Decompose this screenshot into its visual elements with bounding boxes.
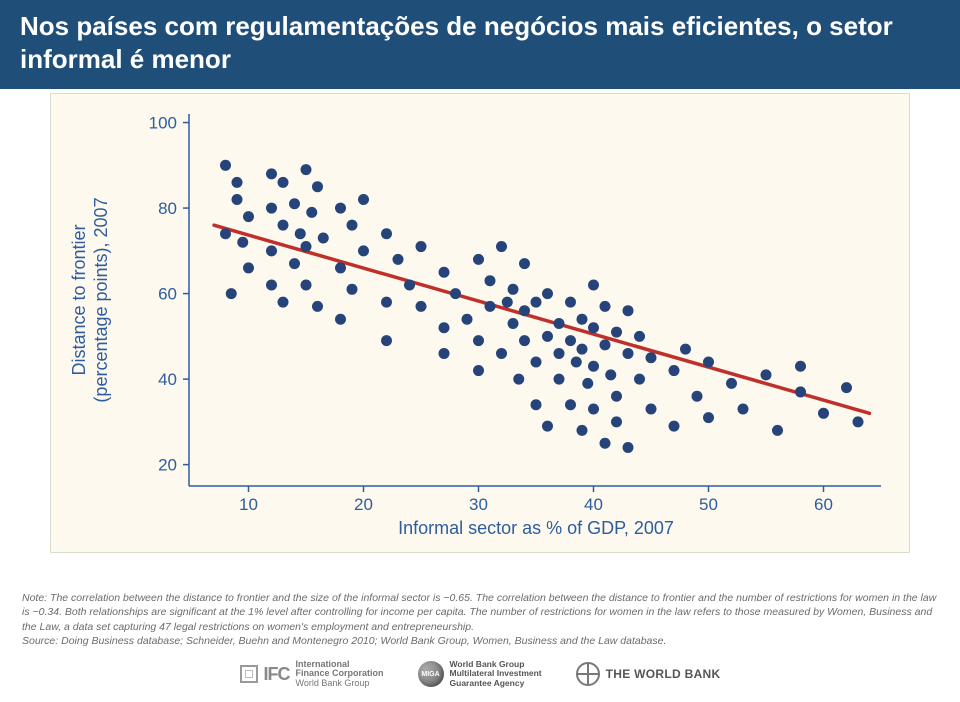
svg-text:60: 60 (814, 495, 833, 514)
source-text: Doing Business database; Schneider, Bueh… (58, 635, 666, 647)
footer-logos: IFC International Finance Corporation Wo… (0, 652, 960, 702)
miga-text: World Bank Group Multilateral Investment… (450, 660, 542, 688)
svg-text:40: 40 (158, 370, 177, 389)
slide-title: Nos países com regulamentações de negóci… (20, 11, 893, 74)
svg-text:Distance to frontier(percentag: Distance to frontier(percentage points),… (69, 197, 111, 402)
chart-area: 20 40 60 80 100 10 20 30 40 50 60 Distance to front… (0, 89, 960, 585)
ifc-icon (240, 665, 258, 683)
note-prefix: Note: (22, 592, 47, 604)
svg-text:50: 50 (699, 495, 718, 514)
source-line: Source: Doing Business database; Schneid… (22, 634, 938, 648)
scatter-chart: 20 40 60 80 100 10 20 30 40 50 60 Distance to front… (51, 94, 909, 552)
chart-frame: 20 40 60 80 100 10 20 30 40 50 60 Distance to front… (50, 93, 910, 553)
source-prefix: Source: (22, 635, 58, 647)
note-line: Note: The correlation between the distan… (22, 591, 938, 634)
title-bar: Nos países com regulamentações de negóci… (0, 0, 960, 89)
note-text: The correlation between the distance to … (22, 592, 936, 632)
ifc-line3: World Bank Group (296, 678, 370, 688)
ifc-acronym: IFC (264, 664, 290, 685)
svg-text:20: 20 (158, 456, 177, 475)
svg-text:20: 20 (354, 495, 373, 514)
logo-ifc: IFC International Finance Corporation Wo… (240, 660, 384, 688)
miga-line3: Guarantee Agency (450, 678, 525, 688)
logo-worldbank: THE WORLD BANK (576, 662, 721, 686)
svg-text:100: 100 (149, 114, 177, 133)
worldbank-icon (576, 662, 600, 686)
note-block: Note: The correlation between the distan… (0, 585, 960, 652)
svg-text:80: 80 (158, 199, 177, 218)
worldbank-text: THE WORLD BANK (606, 667, 721, 681)
miga-icon: MIGA (418, 661, 444, 687)
svg-text:60: 60 (158, 285, 177, 304)
svg-text:Informal sector as % of GDP, 2: Informal sector as % of GDP, 2007 (398, 518, 674, 538)
svg-text:10: 10 (239, 495, 258, 514)
logo-miga: MIGA World Bank Group Multilateral Inves… (418, 660, 542, 688)
svg-text:30: 30 (469, 495, 488, 514)
svg-text:40: 40 (584, 495, 603, 514)
ifc-text: International Finance Corporation World … (296, 660, 384, 688)
slide-root: Nos países com regulamentações de negóci… (0, 0, 960, 702)
